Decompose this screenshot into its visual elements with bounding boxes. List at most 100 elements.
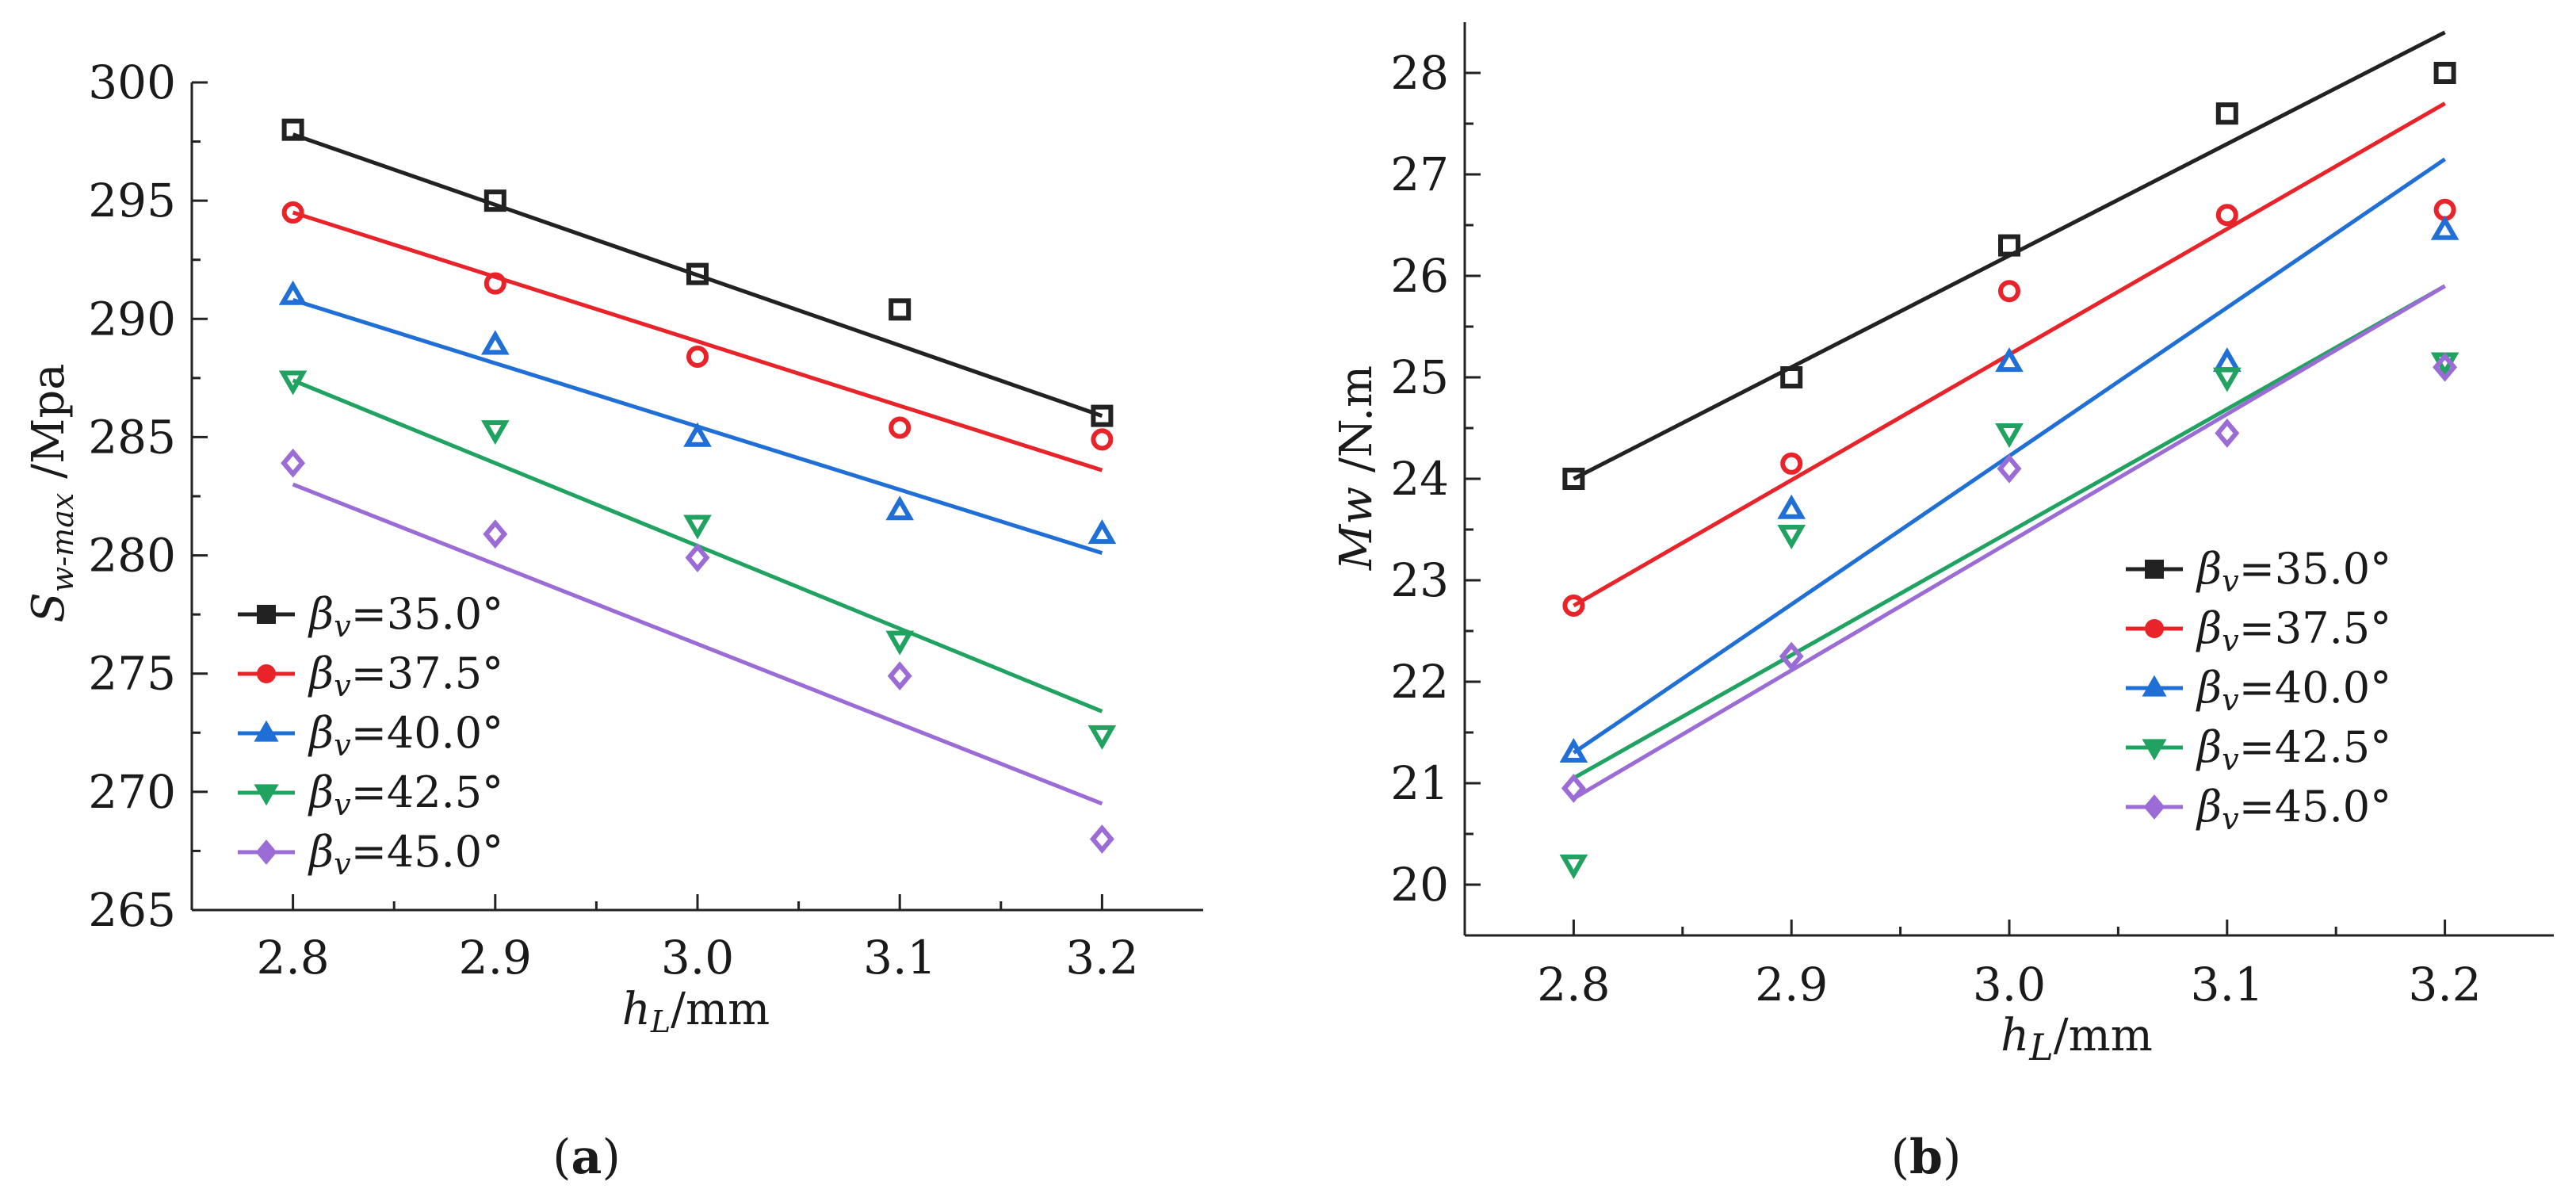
panel-b-point-series-1 bbox=[1998, 280, 2020, 303]
panel-a-legend-label: βv=37.5° bbox=[308, 648, 503, 703]
panel-a-y-tick-label: 300 bbox=[88, 55, 176, 109]
panel-a-point-series-4 bbox=[483, 519, 508, 549]
panel-a-point-series-0 bbox=[889, 298, 912, 321]
panel-b-fit-line-series-3 bbox=[1573, 284, 2446, 780]
panel-a-x-tick-label: 2.8 bbox=[256, 931, 329, 985]
panel-a-legend-label: βv=45.0° bbox=[308, 827, 503, 881]
panel-b-point-series-2 bbox=[1777, 494, 1806, 519]
panel-b-legend-marker bbox=[2143, 794, 2165, 820]
panel-b-x-tick-label: 3.0 bbox=[1973, 958, 2046, 1012]
panel-a-x-ticks: 2.8 2.9 3.0 3.1 3.2 bbox=[256, 894, 1139, 985]
panel-a-point-series-3 bbox=[278, 370, 308, 396]
panel-b-legend-label: βv=45.0° bbox=[2196, 782, 2391, 836]
panel-a-y-tick-label: 295 bbox=[88, 174, 176, 228]
panel-a-y-tick-label: 290 bbox=[88, 292, 176, 346]
panel-a-x-tick-label: 3.2 bbox=[1065, 931, 1138, 985]
panel-a-point-series-0 bbox=[686, 262, 709, 285]
panel-b-y-tick-label: 20 bbox=[1390, 858, 1449, 912]
panel-a-fit-line-series-0 bbox=[292, 132, 1103, 418]
panel-b-x-tick-label: 2.9 bbox=[1755, 958, 1828, 1012]
panel-b-point-series-0 bbox=[1998, 234, 2020, 257]
panel-a-point-series-2 bbox=[480, 330, 510, 355]
panel-a-legend-marker bbox=[255, 839, 277, 865]
panel-a-y-tick-label: 285 bbox=[88, 410, 176, 464]
panel-a-markers bbox=[278, 118, 1117, 854]
panel-b-point-series-2 bbox=[1995, 347, 2024, 373]
panel-b-y-tick-label: 21 bbox=[1390, 756, 1449, 810]
panel-b-legend-label: βv=40.0° bbox=[2196, 663, 2391, 717]
panel-a-point-series-2 bbox=[278, 280, 308, 305]
panel-a-point-series-3 bbox=[1087, 725, 1117, 750]
panel-b-point-series-4 bbox=[1779, 641, 1804, 671]
panel-a-point-series-2 bbox=[1087, 519, 1117, 545]
panel-a-point-series-0 bbox=[483, 189, 506, 212]
panel-b-y-ticks: 20 21 22 23 24 25 26 27 28 bbox=[1390, 46, 1481, 912]
panel-a-chart: 265 270 275 280 285 290 295 300 2.8 2.9 3.0 3.1 3.2… bbox=[23, 55, 1203, 1185]
panel-b-point-series-0 bbox=[2215, 102, 2238, 125]
panel-a-legend-label: βv=35.0° bbox=[308, 589, 503, 644]
panel-b-caption: (b) bbox=[1891, 1130, 1962, 1185]
panel-a-legend-marker bbox=[254, 720, 279, 742]
panel-b-point-series-4 bbox=[1997, 453, 2022, 484]
panel-b-markers bbox=[1559, 62, 2459, 880]
panel-b-legend-marker bbox=[2142, 739, 2167, 761]
panel-b-point-series-0 bbox=[1562, 468, 1585, 490]
panel-b-y-tick-label: 22 bbox=[1390, 655, 1449, 709]
panel-a-point-series-3 bbox=[480, 420, 510, 446]
panel-b-y-tick-label: 28 bbox=[1390, 46, 1449, 100]
panel-b-y-tick-label: 25 bbox=[1390, 350, 1449, 404]
panel-a-point-series-3 bbox=[885, 630, 915, 656]
panel-b-legend-label: βv=42.5° bbox=[2196, 722, 2391, 777]
panel-a-point-series-0 bbox=[1091, 404, 1114, 427]
panel-b-point-series-2 bbox=[1559, 737, 1588, 763]
panel-a-y-axis-title: Sw-max /Mpa bbox=[23, 363, 80, 622]
panel-b-point-series-4 bbox=[1561, 773, 1586, 803]
panel-b-legend-marker bbox=[2145, 619, 2164, 638]
panel-b-x-tick-label: 3.2 bbox=[2408, 958, 2481, 1012]
panel-b-legend-label: βv=35.0° bbox=[2196, 544, 2391, 598]
panel-a-y-tick-label: 265 bbox=[88, 883, 176, 937]
panel-a-point-series-1 bbox=[483, 272, 506, 295]
panel-a-point-series-1 bbox=[686, 346, 709, 369]
panel-b-legend-label: βv=37.5° bbox=[2196, 603, 2391, 658]
panel-b-point-series-3 bbox=[1777, 525, 1806, 550]
panel-a-point-series-0 bbox=[281, 118, 304, 141]
panel-b-x-ticks: 2.8 2.9 3.0 3.1 3.2 bbox=[1537, 920, 2482, 1012]
panel-b-point-series-1 bbox=[2215, 204, 2238, 227]
panel-b-legend-marker bbox=[2145, 560, 2164, 579]
panel-a-point-series-2 bbox=[683, 422, 712, 447]
panel-b-point-series-0 bbox=[2433, 62, 2456, 84]
panel-b-point-series-3 bbox=[2212, 367, 2242, 392]
panel-a-caption: (a) bbox=[552, 1130, 621, 1185]
panel-a-point-series-2 bbox=[885, 495, 915, 521]
panel-b-legend: βv=35.0°βv=37.5°βv=40.0°βv=42.5°βv=45.0° bbox=[2126, 544, 2391, 836]
panel-a-y-tick-label: 280 bbox=[88, 529, 176, 583]
panel-a-legend-marker bbox=[257, 605, 276, 624]
panel-b-point-series-4 bbox=[2433, 352, 2458, 382]
panel-a-x-tick-label: 2.9 bbox=[459, 931, 532, 985]
panel-a-x-tick-label: 3.0 bbox=[661, 931, 734, 985]
panel-a-point-series-3 bbox=[683, 514, 712, 540]
panel-b-point-series-3 bbox=[1995, 423, 2024, 449]
panel-a-point-series-1 bbox=[281, 201, 304, 224]
panel-b-point-series-3 bbox=[1559, 855, 1588, 880]
panel-b-x-tick-label: 3.1 bbox=[2191, 958, 2264, 1012]
panel-b-y-tick-label: 27 bbox=[1390, 147, 1449, 201]
panel-a-point-series-4 bbox=[887, 661, 912, 691]
panel-b-point-series-4 bbox=[2215, 418, 2240, 448]
panel-a-legend-marker bbox=[254, 784, 279, 806]
panel-a-y-ticks: 265 270 275 280 285 290 295 300 bbox=[88, 55, 208, 937]
panel-a-legend-marker bbox=[257, 664, 276, 683]
panel-a-plot-area bbox=[190, 82, 1203, 912]
panel-a-x-axis-title: hL/mm bbox=[622, 984, 770, 1039]
panel-b-point-series-1 bbox=[1562, 595, 1585, 617]
panel-a-legend-label: βv=42.5° bbox=[308, 767, 503, 822]
panel-b-y-tick-label: 26 bbox=[1390, 249, 1449, 303]
panel-b-x-tick-label: 2.8 bbox=[1537, 958, 1610, 1012]
panel-b-point-series-2 bbox=[2430, 215, 2459, 240]
panel-b-x-axis-title: hL/mm bbox=[2001, 1010, 2153, 1069]
panel-b-point-series-1 bbox=[1780, 452, 1803, 475]
panel-b-chart: 20 21 22 23 24 25 26 27 28 2.8 2.9 3.0 3.1 3.2 βv=35… bbox=[1331, 22, 2554, 1185]
panel-a-x-tick-label: 3.1 bbox=[863, 931, 936, 985]
